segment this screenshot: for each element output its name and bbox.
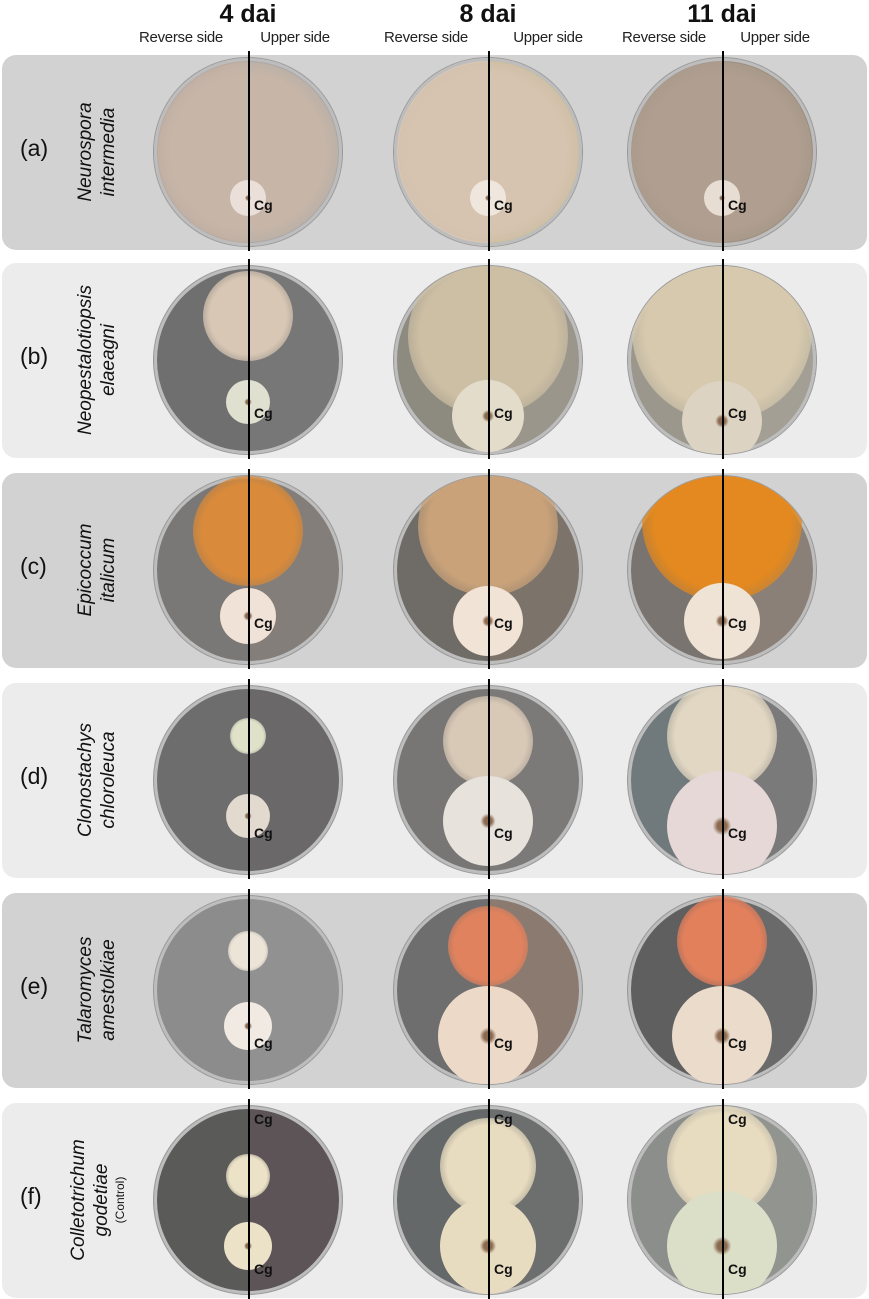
- side-divider: [248, 469, 250, 669]
- side-divider: [488, 889, 490, 1089]
- side-divider: [488, 469, 490, 669]
- species-name: Neurospora intermedia: [74, 102, 120, 201]
- panel-row-d: (d) Clonostachys chloroleuca Cg Cg Cg: [2, 679, 867, 879]
- side-divider: [248, 51, 250, 251]
- species-name-line: Colletotrichum: [68, 1139, 89, 1261]
- day-header-8: 8 dai: [459, 0, 517, 28]
- row-letter: (e): [20, 973, 49, 999]
- cg-label: Cg: [494, 197, 513, 213]
- species-name-line: Talaromyces: [75, 936, 96, 1044]
- cg-label: Cg: [728, 197, 747, 213]
- side-divider: [248, 259, 250, 459]
- cg-label: Cg: [728, 1261, 747, 1277]
- reverse-side-label: Reverse side: [139, 29, 223, 46]
- side-divider: [248, 1099, 250, 1299]
- row-letter: (c): [20, 553, 47, 579]
- row-letter: (b): [20, 343, 49, 369]
- side-divider: [488, 1099, 490, 1299]
- cg-label: Cg: [494, 825, 513, 841]
- side-divider: [722, 469, 724, 669]
- side-divider: [248, 889, 250, 1089]
- cg-label: Cg: [728, 825, 747, 841]
- cg-label: Cg: [254, 197, 273, 213]
- cg-label: Cg: [494, 1261, 513, 1277]
- panel-row-b: (b) Neopestalotiopsis elaeagni Cg Cg Cg: [2, 259, 867, 459]
- control-note: (Control): [113, 1176, 127, 1224]
- side-divider: [488, 259, 490, 459]
- panel-row-c: (c) Epicoccum italicum Cg Cg Cg: [2, 469, 867, 669]
- reverse-side-label: Reverse side: [384, 29, 468, 46]
- cg-label: Cg: [494, 615, 513, 631]
- cg-label: Cg: [254, 1035, 273, 1051]
- species-name: Talaromyces amestolkiae: [74, 936, 120, 1043]
- species-name-line: Neopestalotiopsis: [75, 285, 96, 435]
- species-name-line: Neurospora: [75, 102, 96, 202]
- species-name: Colletotrichum godetiae (Control): [67, 1139, 127, 1260]
- side-divider: [722, 259, 724, 459]
- side-divider: [722, 51, 724, 251]
- upper-side-label: Upper side: [260, 29, 330, 46]
- cg-label: Cg: [728, 615, 747, 631]
- day-header-4: 4 dai: [219, 0, 277, 28]
- panel-row-a: (a) Neurospora intermedia Cg Cg Cg: [2, 51, 867, 251]
- species-name: Epicoccum italicum: [74, 524, 120, 617]
- cg-label: Cg: [728, 1111, 747, 1127]
- reverse-side-label: Reverse side: [622, 29, 706, 46]
- cg-label: Cg: [728, 405, 747, 421]
- species-name-line: intermedia: [98, 107, 119, 197]
- species-name-line: amestolkiae: [98, 939, 119, 1041]
- side-divider: [722, 1099, 724, 1299]
- side-divider: [488, 679, 490, 879]
- side-divider: [722, 889, 724, 1089]
- side-divider: [488, 51, 490, 251]
- species-name-line: Clonostachys: [75, 722, 96, 838]
- species-name-line: Epicoccum: [75, 523, 96, 617]
- row-letter: (f): [20, 1183, 42, 1209]
- side-divider: [722, 679, 724, 879]
- cg-label: Cg: [254, 1261, 273, 1277]
- side-divider: [248, 679, 250, 879]
- species-name-line: chloroleuca: [98, 731, 119, 829]
- cg-label: Cg: [494, 1035, 513, 1051]
- species-name: Neopestalotiopsis elaeagni: [74, 285, 120, 435]
- day-header-11: 11 dai: [687, 0, 757, 28]
- upper-side-label: Upper side: [513, 29, 583, 46]
- cg-label: Cg: [254, 405, 273, 421]
- cg-label: Cg: [254, 615, 273, 631]
- panel-row-e: (e) Talaromyces amestolkiae Cg Cg Cg: [2, 889, 867, 1089]
- species-name-line: godetiae: [91, 1163, 112, 1237]
- species-name: Clonostachys chloroleuca: [74, 723, 120, 837]
- row-letter: (a): [20, 135, 49, 161]
- species-name-line: italicum: [98, 537, 119, 603]
- cg-label: Cg: [254, 825, 273, 841]
- cg-label: Cg: [494, 1111, 513, 1127]
- species-name-line: elaeagni: [98, 324, 119, 396]
- row-letter: (d): [20, 763, 49, 789]
- panel-row-f: (f) Colletotrichum godetiae (Control) Cg Cg Cg…: [2, 1099, 867, 1299]
- cg-label: Cg: [254, 1111, 273, 1127]
- cg-label: Cg: [494, 405, 513, 421]
- cg-label: Cg: [728, 1035, 747, 1051]
- upper-side-label: Upper side: [740, 29, 810, 46]
